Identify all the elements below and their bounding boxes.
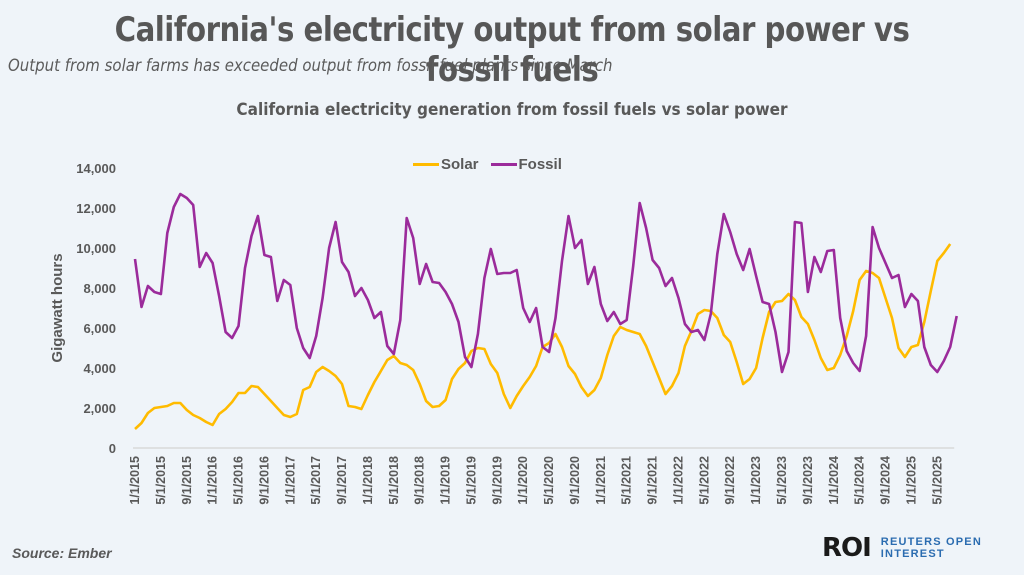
logo-text: REUTERS OPEN INTEREST: [881, 536, 982, 560]
y-tick-label: 0: [109, 441, 116, 456]
x-axis-ticks: 1/1/2015 5/1/2015 9/1/2015 1/1/2016 5/1/2016…: [128, 456, 944, 505]
x-tick-label: 9/1/2016: [257, 456, 271, 505]
y-axis-ticks: 0 2,000 4,000 6,000 8,000 10,000 12,000 14,000: [76, 161, 116, 456]
x-tick-label: 5/1/2023: [775, 456, 789, 505]
legend-swatch-fossil: [490, 163, 517, 166]
x-tick-label: 1/1/2016: [206, 456, 220, 505]
x-tick-label: 9/1/2018: [413, 456, 427, 505]
x-tick-label: 5/1/2025: [930, 456, 944, 505]
x-tick-label: 1/1/2022: [671, 456, 685, 505]
x-tick-label: 5/1/2017: [309, 456, 323, 505]
x-tick-label: 5/1/2019: [464, 456, 478, 505]
y-tick-label: 6,000: [83, 321, 116, 336]
x-tick-label: 1/1/2020: [516, 456, 530, 505]
series-lines: [133, 192, 958, 430]
legend-item-fossil[interactable]: Fossil: [490, 156, 562, 173]
x-tick-label: 9/1/2019: [490, 456, 504, 505]
x-tick-label: 1/1/2015: [128, 456, 142, 505]
logo-mark: ROI: [822, 533, 872, 563]
y-tick-label: 14,000: [76, 161, 116, 176]
logo-line-2: INTEREST: [880, 548, 945, 560]
x-tick-label: 1/1/2019: [439, 456, 453, 505]
x-tick-label: 5/1/2016: [232, 456, 246, 505]
x-tick-label: 1/1/2023: [749, 456, 763, 505]
logo-line-1: REUTERS OPEN: [880, 536, 982, 548]
x-tick-label: 1/1/2024: [827, 456, 841, 505]
y-tick-label: 4,000: [83, 361, 116, 376]
x-tick-label: 5/1/2018: [387, 456, 401, 505]
legend-label-solar: Solar: [441, 156, 479, 173]
x-tick-label: 5/1/2024: [853, 456, 867, 505]
x-tick-label: 1/1/2021: [594, 456, 608, 505]
x-tick-label: 5/1/2020: [542, 456, 556, 505]
legend-label-fossil: Fossil: [518, 156, 562, 173]
y-tick-label: 2,000: [83, 401, 116, 416]
legend: Solar Fossil: [413, 156, 562, 173]
x-tick-label: 9/1/2021: [646, 456, 660, 505]
x-tick-label: 1/1/2018: [361, 456, 375, 505]
x-tick-label: 5/1/2015: [154, 456, 168, 505]
x-tick-label: 1/1/2025: [904, 456, 918, 505]
x-tick-label: 9/1/2020: [568, 456, 582, 505]
x-tick-label: 5/1/2021: [620, 456, 634, 505]
y-tick-label: 8,000: [83, 281, 116, 296]
series-line-solar: [134, 243, 952, 430]
roi-logo: ROI REUTERS OPEN INTEREST: [822, 533, 982, 563]
x-tick-label: 9/1/2017: [335, 456, 349, 505]
chart-title: California electricity generation from f…: [236, 100, 788, 120]
legend-swatch-solar: [413, 163, 439, 166]
x-tick-label: 5/1/2022: [697, 456, 711, 505]
legend-item-solar[interactable]: Solar: [413, 156, 479, 173]
y-axis-label: Gigawatt hours: [49, 253, 66, 362]
x-tick-label: 9/1/2024: [879, 456, 893, 505]
series-line-fossil: [133, 192, 958, 374]
x-tick-label: 9/1/2023: [801, 456, 815, 505]
y-tick-label: 10,000: [76, 241, 116, 256]
x-tick-label: 9/1/2015: [180, 456, 194, 505]
y-tick-label: 12,000: [76, 201, 116, 216]
main-title: California's electricity output from sol…: [114, 10, 910, 90]
source-note: Source: Ember: [12, 545, 112, 561]
subtitle: Output from solar farms has exceeded out…: [8, 56, 613, 76]
x-tick-label: 1/1/2017: [283, 456, 297, 505]
x-tick-label: 9/1/2022: [723, 456, 737, 505]
